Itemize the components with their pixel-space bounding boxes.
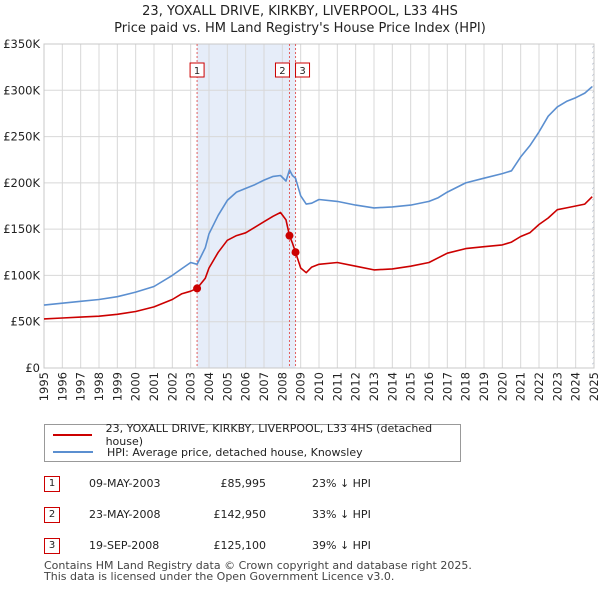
footer-line-1: Contains HM Land Registry data © Crown c… [44, 559, 472, 572]
sale-date: 19-SEP-2008 [89, 539, 160, 552]
sale-date: 23-MAY-2008 [89, 508, 161, 521]
x-tick-label: 2018 [459, 372, 473, 401]
sale-row: 1 09-MAY-2003 £85,995 23% ↓ HPI [44, 476, 464, 492]
sale-price: £125,100 [213, 539, 267, 552]
x-tick-label: 2022 [532, 372, 546, 401]
x-tick-label: 2005 [220, 372, 234, 401]
legend: 23, YOXALL DRIVE, KIRKBY, LIVERPOOL, L33… [44, 422, 461, 462]
x-tick-label: 2017 [440, 372, 454, 401]
x-tick-label: 2006 [239, 372, 253, 401]
y-tick-label: £50K [11, 315, 41, 329]
legend-swatch-property [53, 434, 92, 436]
x-tick-label: 2021 [514, 372, 528, 401]
forecast-hatch [592, 44, 594, 368]
x-tick-label: 1997 [74, 372, 88, 401]
y-tick-label: £350K [3, 37, 40, 51]
legend-swatch-hpi [53, 451, 93, 453]
sale-badge: 1 [44, 476, 60, 492]
y-tick-label: £100K [3, 268, 40, 282]
sale-marker-label: 1 [194, 66, 200, 77]
sale-badge: 3 [44, 538, 60, 554]
sale-badge: 2 [44, 507, 60, 523]
x-tick-label: 2023 [550, 372, 564, 401]
x-tick-label: 1998 [92, 372, 106, 401]
series-line-property [43, 196, 593, 320]
x-tick-label: 2013 [367, 372, 381, 401]
x-tick-label: 2012 [349, 372, 363, 401]
footer: Contains HM Land Registry data © Crown c… [44, 560, 472, 582]
sale-marker-box [189, 62, 205, 78]
sale-marker-label: 2 [279, 66, 285, 77]
legend-item-hpi: HPI: Average price, detached house, Know… [53, 444, 363, 460]
plot-border [43, 43, 595, 369]
sale-row: 3 19-SEP-2008 £125,100 39% ↓ HPI [44, 538, 464, 554]
x-tick-label: 2007 [257, 372, 271, 401]
sale-marker-box [295, 62, 311, 78]
y-tick-label: £150K [3, 222, 40, 236]
x-tick-label: 2025 [587, 372, 600, 401]
x-tick-label: 2010 [312, 372, 326, 401]
x-tick-label: 2003 [184, 372, 198, 401]
x-tick-label: 1999 [110, 372, 124, 401]
sale-hpi-diff: 39% ↓ HPI [312, 539, 371, 552]
x-tick-label: 2009 [294, 372, 308, 401]
y-tick-label: £200K [3, 176, 40, 190]
sale-hpi-diff: 23% ↓ HPI [312, 477, 371, 490]
x-tick-label: 2015 [404, 372, 418, 401]
y-tick-label: £250K [3, 130, 40, 144]
legend-label-property: 23, YOXALL DRIVE, KIRKBY, LIVERPOOL, L33… [105, 422, 433, 448]
footer-line-2: This data is licensed under the Open Gov… [44, 570, 395, 583]
x-tick-label: 2020 [495, 372, 509, 401]
sale-hpi-diff: 33% ↓ HPI [312, 508, 371, 521]
sale-point [193, 284, 202, 293]
sale-point [291, 248, 300, 257]
sale-date: 09-MAY-2003 [89, 477, 161, 490]
sale-price: £142,950 [213, 508, 267, 521]
x-tick-label: 2004 [202, 372, 216, 401]
y-tick-label: £300K [3, 83, 40, 97]
sale-marker-label: 3 [299, 66, 305, 77]
shaded-period [197, 44, 296, 368]
x-tick-label: 2014 [385, 372, 399, 401]
x-tick-label: 2016 [422, 372, 436, 401]
x-tick-label: 2019 [477, 372, 491, 401]
price-chart: £0 £50K £100K £150K £200K £250K £300K £350K 1995… [3, 37, 600, 401]
sale-marker-box [274, 62, 290, 78]
chart-subtitle: Price paid vs. HM Land Registry's House … [114, 21, 486, 36]
x-tick-label: 2024 [569, 372, 583, 401]
legend-item-property: 23, YOXALL DRIVE, KIRKBY, LIVERPOOL, L33… [53, 422, 460, 448]
x-tick-label: 1995 [37, 372, 51, 401]
legend-label-hpi: HPI: Average price, detached house, Know… [107, 445, 363, 459]
chart-title: 23, YOXALL DRIVE, KIRKBY, LIVERPOOL, L33… [142, 4, 458, 19]
x-tick-label: 1996 [55, 372, 69, 401]
x-tick-label: 2008 [275, 372, 289, 401]
y-tick-label: £0 [25, 361, 40, 375]
sale-row: 2 23-MAY-2008 £142,950 33% ↓ HPI [44, 507, 464, 523]
x-tick-label: 2011 [330, 372, 344, 401]
x-tick-label: 2001 [147, 372, 161, 401]
sale-point [285, 231, 294, 240]
sale-price: £85,995 [220, 477, 267, 490]
series-line-hpi [43, 85, 593, 306]
x-tick-label: 2002 [165, 372, 179, 401]
x-tick-label: 2000 [129, 372, 143, 401]
